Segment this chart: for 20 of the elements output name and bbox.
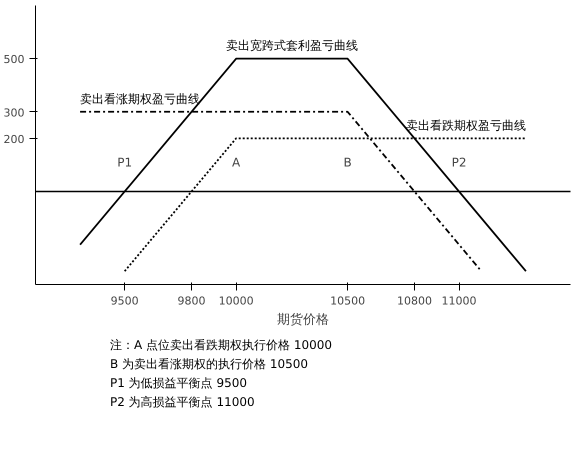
text: 注：A 点位卖出看跌期权执行价格 10000 bbox=[110, 337, 332, 354]
series-label: 卖出看跌期权盈亏曲线 bbox=[406, 118, 526, 132]
x-tick-label: 9500 bbox=[110, 294, 139, 308]
annotation: A bbox=[232, 156, 242, 170]
annotation: B bbox=[343, 156, 352, 170]
x-tick-label: 10000 bbox=[218, 294, 254, 308]
x-tick-label: 9800 bbox=[178, 294, 206, 308]
annotation: P2 bbox=[452, 156, 466, 170]
x-tick-label: 10500 bbox=[330, 294, 366, 308]
x-tick-label: 11000 bbox=[442, 294, 477, 308]
annotation: P1 bbox=[117, 156, 132, 170]
text: B 为卖出看涨期权的执行价格 10500 bbox=[110, 356, 310, 374]
y-tick-label: 500 bbox=[4, 53, 25, 66]
y-tick-label: 300 bbox=[4, 106, 25, 120]
text: P1 为低损益平衡点 9500 bbox=[110, 375, 248, 392]
x-tick-label: 10800 bbox=[396, 294, 432, 308]
x-axis-title: 期货价格 bbox=[277, 312, 329, 328]
series-label: 卖出宽跨式套利盈亏曲线 bbox=[226, 38, 358, 53]
text: P2 为高损益平衡点 11000 bbox=[110, 394, 256, 412]
y-tick-label: 200 bbox=[4, 132, 25, 146]
